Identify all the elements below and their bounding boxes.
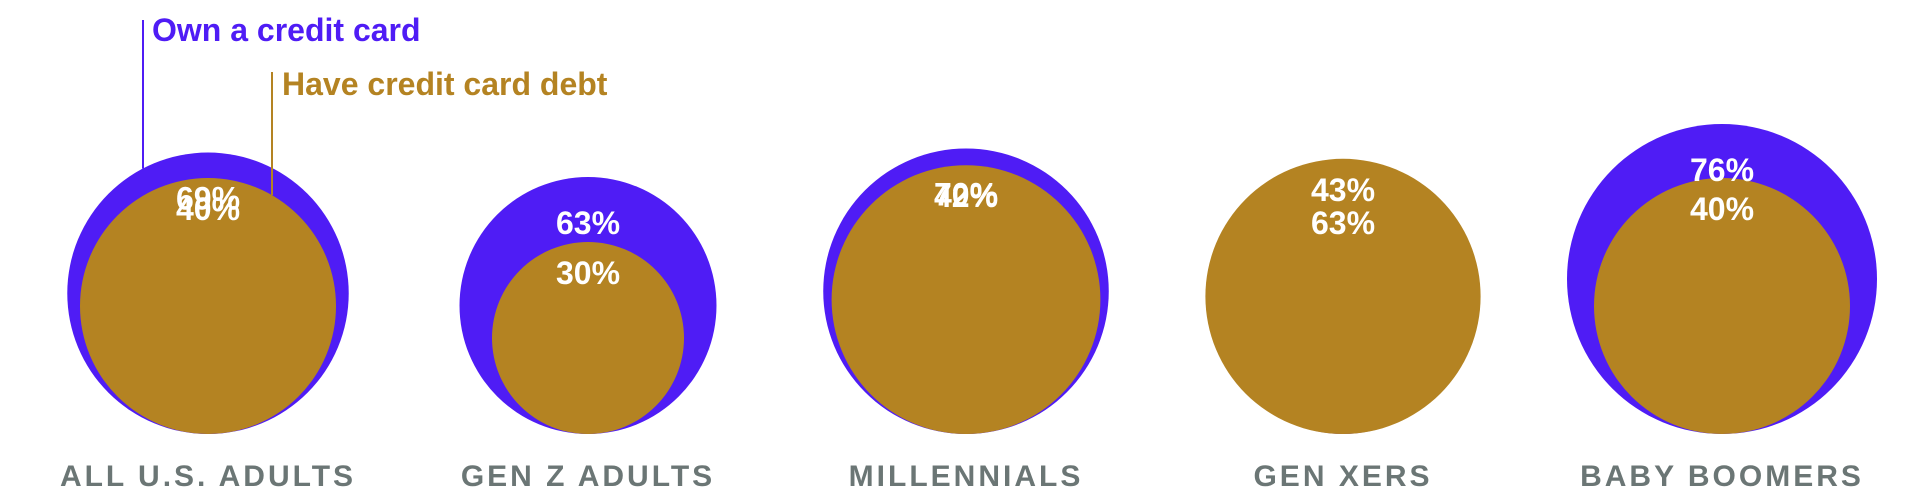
own-value-label-gen-z-adults: 63% [556,205,620,241]
debt-value-label-millennials: 42% [934,178,998,214]
own-value-label-all-u-s-adults: 69% [176,181,240,217]
category-label-all-u-s-adults: ALL U.S. ADULTS [60,460,356,493]
group-millennials: 70%42% MILLENNIALS [823,148,1109,493]
group-gen-xers: 63%43% GEN XERS [1205,158,1481,493]
debt-value-label-gen-xers: 43% [1311,172,1375,208]
own-value-label-gen-xers: 63% [1311,205,1375,241]
legend-debt-label: Have credit card debt [282,66,608,102]
legend-own-label: Own a credit card [152,12,421,48]
legend: Own a credit card Have credit card debt [142,12,608,196]
own-value-label-baby-boomers: 76% [1690,152,1754,188]
debt-bubble-baby-boomers [1594,178,1850,434]
category-label-gen-xers: GEN XERS [1253,460,1432,493]
debt-bubble-all-u-s-adults [80,178,336,434]
category-label-millennials: MILLENNIALS [849,460,1084,493]
debt-value-label-all-u-s-adults: 40% [176,191,240,227]
group-baby-boomers: 76%40% BABY BOOMERS [1567,124,1877,493]
debt-bubble-millennials [831,165,1101,434]
own-value-label-millennials: 70% [934,176,998,212]
category-label-baby-boomers: BABY BOOMERS [1580,460,1864,493]
group-all-u-s-adults: 69%40% ALL U.S. ADULTS [60,152,356,493]
category-label-gen-z-adults: GEN Z ADULTS [461,460,715,493]
group-gen-z-adults: 63% 30% GEN Z ADULTS [459,177,717,493]
debt-value-label-gen-z-adults: 30% [556,255,620,291]
debt-bubble-gen-xers [1205,158,1481,434]
debt-value-label-baby-boomers: 40% [1690,191,1754,227]
debt-bubble-gen-z-adults [492,242,684,434]
